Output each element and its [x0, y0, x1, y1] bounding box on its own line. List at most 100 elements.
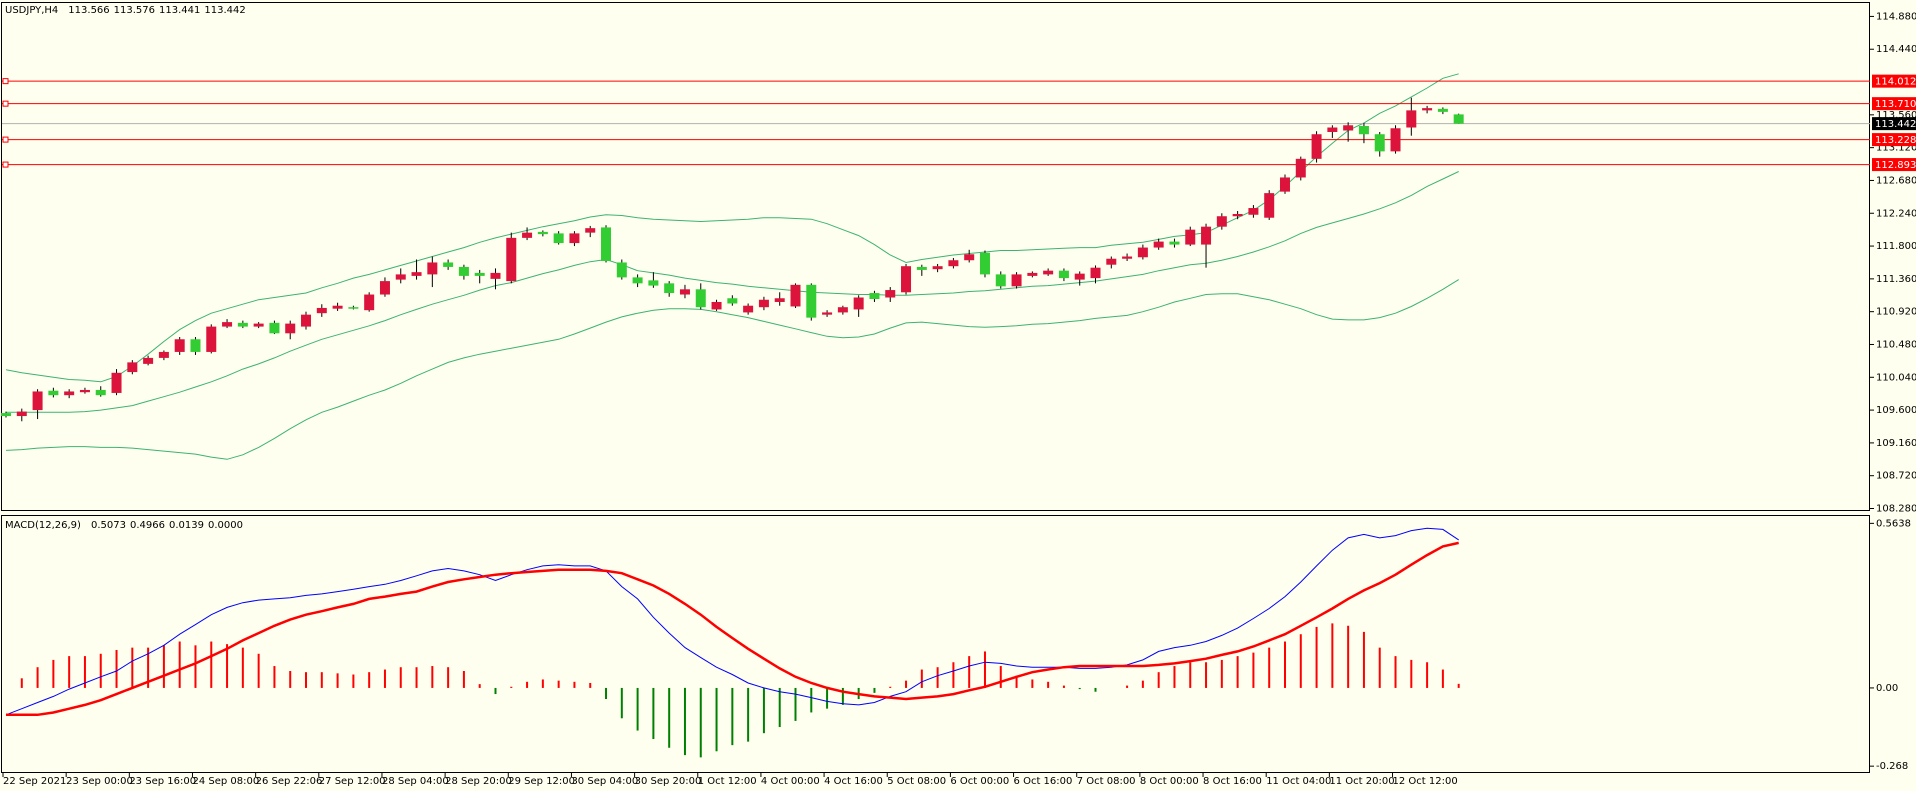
bollinger-band [6, 171, 1459, 413]
y-tick-label: 111.800 [1876, 241, 1916, 252]
x-tick-label: 30 Sep 04:00 [571, 776, 638, 787]
macd-line [5, 527, 1459, 716]
candle-body [458, 266, 469, 276]
candle-body [711, 301, 722, 310]
candle-body [1153, 241, 1164, 248]
header-value: 113.576 [114, 5, 155, 16]
current-price-label-box [1872, 117, 1916, 131]
candle-body [301, 314, 312, 327]
level-label-box [1872, 74, 1916, 88]
candle-body [553, 233, 564, 244]
candle-body [79, 389, 90, 393]
x-tick-label: 6 Oct 16:00 [1014, 776, 1073, 787]
header-value: 0.5073 [91, 520, 126, 531]
candle-body [1327, 127, 1338, 132]
y-tick-label: 110.920 [1876, 307, 1916, 318]
x-tick-label: 29 Sep 12:00 [508, 776, 575, 787]
candle-body [32, 391, 43, 411]
candle-body [1011, 274, 1022, 287]
y-tick-label: 0.5638 [1876, 518, 1911, 529]
x-tick-label: 27 Sep 12:00 [319, 776, 386, 787]
candle-body [964, 254, 975, 261]
candle-body [443, 262, 454, 267]
current-price-label: 113.442 [1875, 119, 1916, 130]
level-label: 112.893 [1875, 160, 1916, 171]
x-tick-label: 11 Oct 04:00 [1266, 776, 1331, 787]
level-label-box [1872, 158, 1916, 172]
candle-body [1295, 158, 1306, 178]
candle-body [1422, 108, 1433, 111]
level-label: 113.710 [1875, 99, 1916, 110]
candle-body [664, 283, 675, 294]
candle-body [48, 390, 59, 396]
candle-body [916, 266, 927, 270]
x-tick-label: 5 Oct 08:00 [887, 776, 946, 787]
candle-body [1406, 110, 1417, 128]
candle-body [1, 413, 11, 417]
y-tick-label: 114.880 [1876, 11, 1916, 22]
x-tick-label: 7 Oct 08:00 [1077, 776, 1136, 787]
candle-body [885, 290, 896, 298]
candle-body [1090, 267, 1101, 279]
x-tick-label: 6 Oct 00:00 [950, 776, 1009, 787]
level-anchor [2, 100, 9, 107]
candle-body [174, 339, 185, 352]
candle-body [1358, 126, 1369, 135]
bollinger-band [5, 73, 1459, 383]
y-tick-label: -0.268 [1876, 761, 1908, 772]
level-label: 114.012 [1875, 77, 1916, 88]
x-tick-label: 24 Sep 08:00 [192, 776, 259, 787]
candle-body [285, 323, 296, 334]
y-tick-label: 113.560 [1876, 110, 1916, 121]
candle-body [869, 293, 880, 299]
candle-body [901, 266, 912, 293]
y-tick-label: 108.280 [1876, 504, 1916, 515]
candle-body [127, 362, 138, 373]
header-value: 113.441 [159, 5, 200, 16]
level-anchor [2, 78, 9, 85]
candle-body [743, 305, 754, 313]
candle-body [616, 262, 627, 278]
candle-body [1122, 256, 1133, 259]
y-tick-label: 112.680 [1876, 175, 1916, 186]
x-tick-label: 23 Sep 00:00 [66, 776, 133, 787]
macd-line [6, 541, 1459, 717]
candle-body [679, 289, 690, 295]
candle-body [1027, 272, 1038, 276]
candle-body [143, 357, 154, 364]
candle-body [522, 232, 533, 238]
candle-body [727, 298, 738, 304]
candle-body [1264, 193, 1275, 218]
candle-body [1437, 108, 1448, 112]
y-tick-label: 110.480 [1876, 339, 1916, 350]
candle-body [95, 389, 106, 396]
candle-body [1106, 258, 1117, 265]
y-tick-label: 109.600 [1876, 405, 1916, 416]
candle-body [222, 322, 233, 327]
candle-body [1216, 216, 1227, 227]
candle-body [648, 280, 659, 286]
y-tick-label: 114.440 [1876, 44, 1916, 55]
x-tick-label: 11 Oct 20:00 [1329, 776, 1394, 787]
candle-body [1374, 134, 1385, 152]
x-tick-label: 28 Sep 04:00 [382, 776, 449, 787]
y-tick-label: 109.160 [1876, 438, 1916, 449]
candle-body [569, 233, 580, 244]
x-tick-label: 1 Oct 12:00 [698, 776, 757, 787]
candle-body [64, 391, 75, 396]
y-tick-label: 110.040 [1876, 372, 1916, 383]
candle-body [237, 322, 248, 327]
header-value: 0.0000 [208, 520, 243, 531]
candle-body [379, 281, 390, 295]
candle-body [837, 307, 848, 313]
level-label-box [1872, 97, 1916, 111]
candle-body [158, 351, 169, 358]
header: MACD(12,26,9) 0.5073 0.4966 0.0139 0.0000 [5, 520, 243, 531]
candle-body [364, 294, 375, 311]
level-anchor [2, 136, 9, 143]
x-tick-label: 23 Sep 16:00 [129, 776, 196, 787]
x-tick-label: 8 Oct 00:00 [1140, 776, 1199, 787]
candle-body [695, 289, 706, 308]
